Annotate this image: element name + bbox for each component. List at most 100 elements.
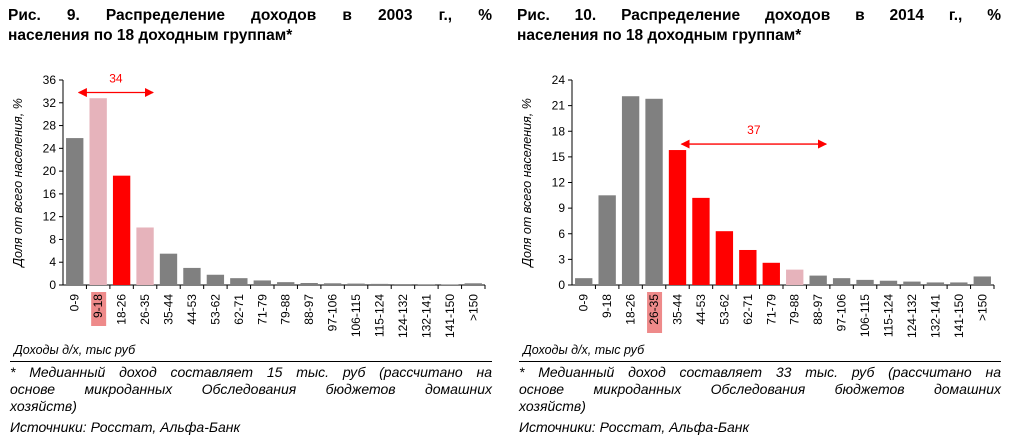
bar-132-141	[417, 284, 436, 285]
bar->150	[464, 283, 482, 285]
chart-title: Рис. 9. Распределение доходов в 2003 г.,…	[8, 6, 492, 46]
x-tick-label: 124-132	[905, 294, 919, 338]
bar-chart-2003: Доля от всего населения, % 0 4 8 12 16 20 24 28 3…	[11, 72, 486, 357]
bar-35-44	[668, 150, 687, 285]
bar-132-141	[926, 282, 945, 285]
x-tick-label: 141-150	[443, 294, 457, 338]
bar-79-88	[277, 282, 295, 285]
sources-note: Источники: Росстат, Альфа-Банк	[10, 419, 241, 435]
y-tick-label: 12	[43, 210, 57, 224]
bar-62-71	[739, 249, 757, 285]
x-tick-label: 0-9	[68, 294, 82, 312]
bar-71-79	[253, 280, 271, 285]
x-tick-label: 53-62	[208, 294, 222, 325]
footnote: * Медианный доход составляет 33 тыс. руб…	[519, 364, 1001, 415]
x-tick-label: 44-53	[694, 294, 708, 325]
y-tick-label: 9	[558, 201, 565, 215]
x-tick-label: 97-106	[835, 294, 849, 332]
chart-title: Рис. 10. Распределение доходов в 2014 г.…	[517, 6, 1001, 46]
x-axis-title: Доходы д/х, тыс руб	[12, 343, 136, 357]
x-tick-label: 71-79	[255, 294, 269, 325]
x-tick-label: 141-150	[952, 294, 966, 338]
x-tick-label: 97-106	[326, 294, 340, 332]
footnote: * Медианный доход составляет 15 тыс. руб…	[10, 364, 492, 415]
y-tick-label: 16	[43, 187, 57, 201]
x-tick-label: 88-97	[811, 294, 825, 325]
annotation-label: 37	[747, 123, 761, 137]
y-tick-label: 20	[43, 164, 57, 178]
x-tick-label: 9-18	[91, 294, 105, 318]
x-tick-label: 26-35	[647, 294, 661, 325]
x-tick-label: 35-44	[671, 294, 685, 325]
bar-106-115	[856, 279, 874, 285]
bar-18-26	[621, 96, 640, 285]
bar-106-115	[347, 283, 365, 285]
bar-9-18	[89, 98, 107, 285]
footnote-line: хозяйств)	[10, 398, 77, 414]
bar-chart-2014: Доля от всего населения, % 0 3 6 9 12 15 18 21 24…	[520, 73, 995, 357]
x-tick-label: 35-44	[162, 294, 176, 325]
x-tick-label: 9-18	[600, 294, 614, 318]
x-tick-label: 26-35	[138, 294, 152, 325]
bar-115-124	[879, 280, 898, 285]
x-tick-label: 44-53	[185, 294, 199, 325]
x-tick-label: 71-79	[764, 294, 778, 325]
footnote-line: основе микроданных Обследования бюджетов…	[10, 381, 492, 397]
bar-35-44	[159, 253, 178, 285]
footnote-line: * Медианный доход составляет 33 тыс. руб…	[519, 364, 1001, 380]
x-tick-label: 88-97	[302, 294, 316, 325]
bar-26-35	[645, 98, 663, 285]
y-tick-label: 18	[552, 124, 566, 138]
bar-44-53	[692, 197, 710, 285]
x-tick-label: >150	[975, 294, 989, 321]
footnote-line: * Медианный доход составляет 15 тыс. руб…	[10, 364, 492, 380]
x-tick-label: 0-9	[577, 294, 591, 312]
y-tick-label: 36	[43, 73, 57, 87]
footnote-divider	[519, 361, 1001, 362]
y-tick-label: 4	[49, 255, 56, 269]
y-tick-label: 6	[558, 227, 565, 241]
chart-title-line: населения по 18 доходным группам*	[8, 27, 293, 44]
y-tick-label: 21	[552, 99, 566, 113]
bar-26-35	[136, 227, 154, 285]
y-tick-label: 28	[43, 119, 57, 133]
bar-0-9	[66, 138, 84, 285]
x-tick-label: 18-26	[115, 294, 129, 325]
y-axis-title: Доля от всего населения, %	[11, 98, 25, 269]
x-tick-highlight	[647, 292, 663, 333]
bar-115-124	[370, 283, 389, 285]
bar-79-88	[786, 269, 804, 285]
bar-0-9	[575, 278, 593, 285]
y-tick-label: 8	[49, 232, 56, 246]
y-tick-label: 24	[43, 141, 57, 155]
x-tick-label: 79-88	[279, 294, 293, 325]
footnote-line: хозяйств)	[519, 398, 586, 414]
x-tick-label: 62-71	[741, 294, 755, 325]
bar-71-79	[762, 262, 780, 285]
x-tick-label: 115-124	[373, 294, 387, 337]
bar-141-150	[441, 284, 459, 285]
sources-note: Источники: Росстат, Альфа-Банк	[519, 419, 750, 435]
bar-124-132	[394, 284, 412, 285]
chart-panel-2014: Рис. 10. Распределение доходов в 2014 г.…	[517, 0, 1007, 448]
x-tick-label: 53-62	[717, 294, 731, 325]
x-tick-label: 132-141	[928, 294, 942, 338]
x-tick-label: 62-71	[232, 294, 246, 325]
y-tick-label: 3	[558, 252, 565, 266]
bar-18-26	[112, 175, 131, 285]
bar-44-53	[183, 267, 201, 285]
bar-124-132	[903, 281, 921, 285]
x-tick-label: 106-115	[349, 294, 363, 337]
footnote-divider	[10, 361, 492, 362]
annotation-label: 34	[109, 72, 123, 86]
bar-88-97	[809, 275, 827, 285]
y-tick-label: 12	[552, 176, 566, 190]
x-tick-label: 115-124	[882, 294, 896, 337]
x-tick-label: 132-141	[419, 294, 433, 338]
x-tick-label: 106-115	[858, 294, 872, 337]
x-tick-highlight	[91, 292, 107, 326]
y-tick-label: 0	[49, 278, 56, 292]
y-tick-label: 15	[552, 150, 566, 164]
bar-97-106	[832, 278, 851, 285]
chart-title-line: населения по 18 доходным группам*	[517, 27, 802, 44]
